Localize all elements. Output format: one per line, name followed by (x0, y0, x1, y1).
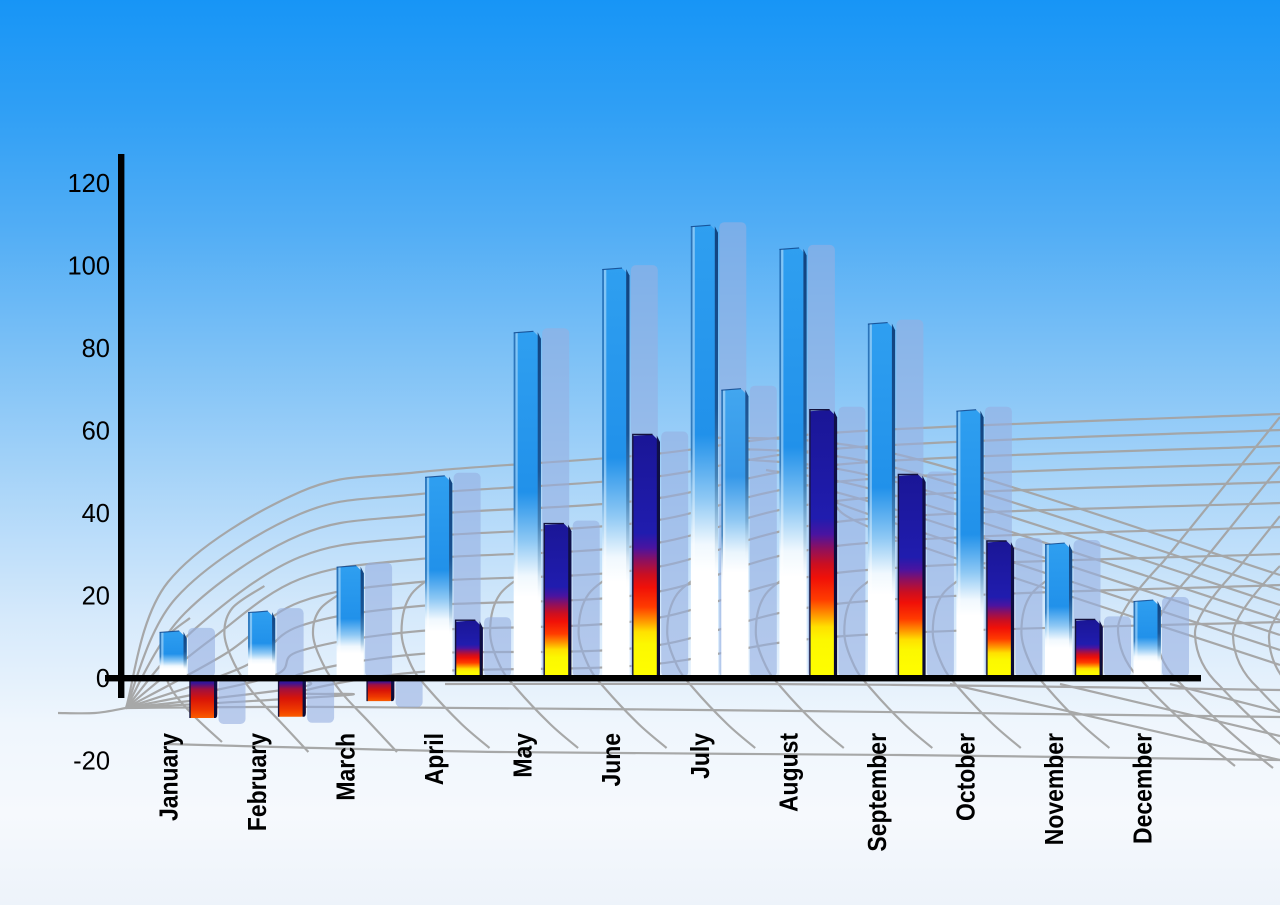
svg-text:February: February (244, 733, 272, 832)
svg-text:60: 60 (82, 418, 110, 446)
svg-text:August: August (775, 733, 803, 812)
svg-text:December: December (1129, 732, 1157, 843)
svg-text:100: 100 (67, 253, 110, 281)
svg-text:September: September (864, 732, 892, 851)
svg-text:40: 40 (82, 500, 110, 528)
svg-text:April: April (421, 733, 449, 785)
svg-text:July: July (687, 733, 715, 779)
svg-text:May: May (510, 733, 538, 778)
svg-text:80: 80 (82, 335, 110, 363)
svg-text:January: January (155, 733, 183, 821)
svg-text:November: November (1041, 732, 1069, 845)
svg-text:-20: -20 (73, 748, 110, 776)
svg-text:120: 120 (67, 170, 110, 198)
svg-text:0: 0 (96, 665, 110, 693)
svg-text:March: March (333, 733, 361, 801)
svg-text:20: 20 (82, 583, 110, 611)
svg-text:June: June (598, 733, 626, 787)
svg-text:October: October (952, 732, 980, 820)
